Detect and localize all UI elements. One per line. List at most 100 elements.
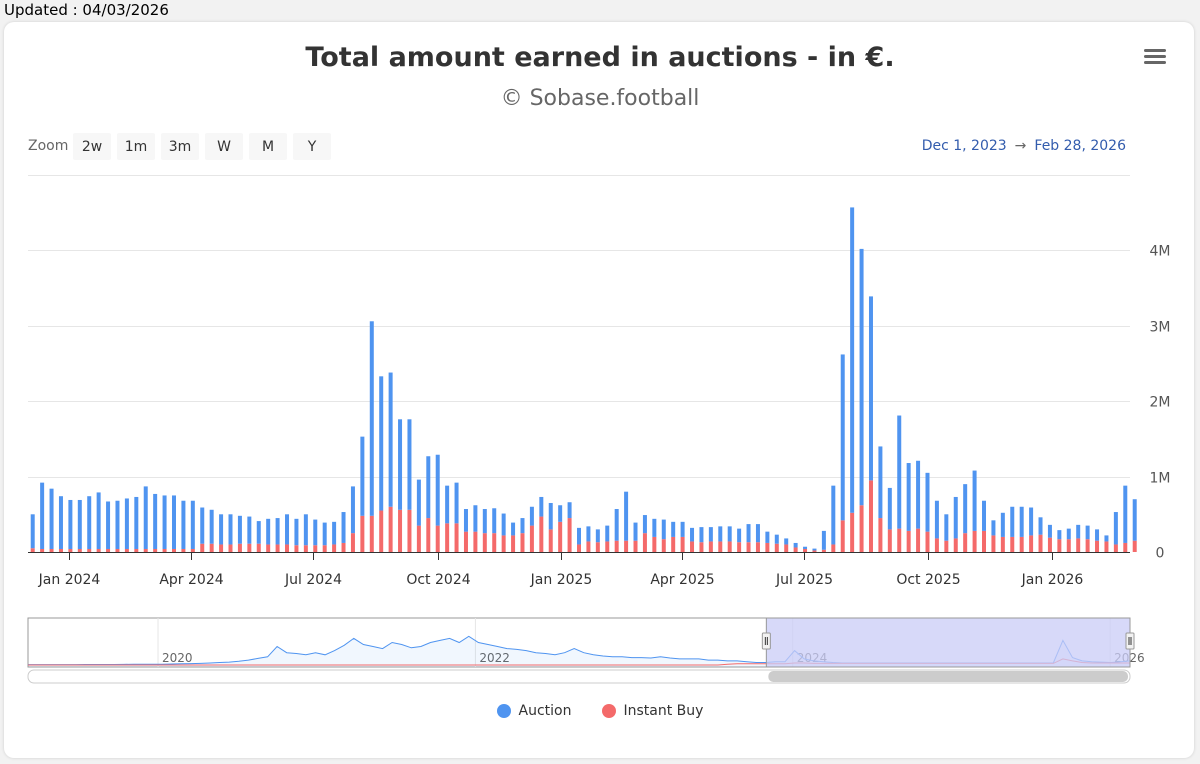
bar-instant-buy xyxy=(906,530,911,552)
bar-instant-buy xyxy=(285,544,290,552)
bar-instant-buy xyxy=(661,539,666,552)
bar-instant-buy xyxy=(303,545,308,552)
bar-instant-buy xyxy=(482,533,487,552)
bar-auction xyxy=(200,507,205,544)
zoom-button-week[interactable]: W xyxy=(205,133,243,160)
bar-instant-buy xyxy=(633,540,638,552)
bar-auction xyxy=(482,509,487,534)
range-arrow: → xyxy=(1014,138,1027,154)
bar-instant-buy xyxy=(247,543,252,552)
bar-instant-buy xyxy=(774,543,779,552)
bar-auction xyxy=(350,486,355,534)
bar-auction xyxy=(190,500,195,549)
zoom-button-1m[interactable]: 1m xyxy=(117,133,155,160)
bar-auction xyxy=(369,321,374,516)
bar-auction xyxy=(765,531,770,543)
bar-auction xyxy=(821,530,826,550)
x-tick-label: Jul 2025 xyxy=(775,572,833,588)
bar-instant-buy xyxy=(614,540,619,552)
bar-instant-buy xyxy=(887,529,892,552)
bar-auction xyxy=(916,460,921,529)
y-tick-label: 0 xyxy=(1156,546,1165,562)
legend: Auction Instant Buy xyxy=(0,703,1200,719)
bar-instant-buy xyxy=(209,543,214,552)
bar-auction xyxy=(30,514,35,549)
bar-instant-buy xyxy=(1029,535,1034,552)
bar-auction xyxy=(1066,528,1071,540)
bar-auction xyxy=(897,415,902,529)
bar-auction xyxy=(859,248,864,506)
bar-auction xyxy=(906,463,911,531)
bar-auction xyxy=(944,514,949,541)
bar-auction xyxy=(1076,524,1081,539)
bar-auction xyxy=(501,513,506,536)
bar-auction xyxy=(699,527,704,543)
scrollbar-thumb[interactable] xyxy=(768,671,1128,682)
bar-instant-buy xyxy=(558,521,563,552)
range-to-date[interactable]: Feb 28, 2026 xyxy=(1034,138,1126,154)
bar-instant-buy xyxy=(850,512,855,552)
bar-auction xyxy=(1123,485,1128,543)
bar-instant-buy xyxy=(812,550,817,552)
bar-auction xyxy=(746,524,751,543)
zoom-button-year[interactable]: Y xyxy=(293,133,331,160)
bar-auction xyxy=(878,446,883,519)
bar-auction xyxy=(586,526,591,542)
legend-item-instant-buy[interactable]: Instant Buy xyxy=(601,703,703,719)
y-tick-label: 3M xyxy=(1150,320,1171,336)
legend-item-auction[interactable]: Auction xyxy=(496,703,572,719)
bar-instant-buy xyxy=(1038,534,1043,552)
navigator-year-label: 2022 xyxy=(479,651,510,665)
hamburger-menu-icon[interactable] xyxy=(1140,46,1170,70)
zoom-button-2w[interactable]: 2w xyxy=(73,133,111,160)
navigator-right-handle[interactable] xyxy=(1125,632,1135,650)
bar-instant-buy xyxy=(1010,536,1015,552)
bar-instant-buy xyxy=(294,545,299,552)
bar-instant-buy xyxy=(595,542,600,552)
x-tick-label: Oct 2025 xyxy=(896,572,960,588)
bar-auction xyxy=(755,524,760,543)
bar-instant-buy xyxy=(1123,542,1128,552)
bar-instant-buy xyxy=(784,544,789,552)
bar-auction xyxy=(1038,517,1043,535)
bar-instant-buy xyxy=(454,523,459,552)
y-tick-label: 4M xyxy=(1150,244,1171,260)
range-from-date[interactable]: Dec 1, 2023 xyxy=(921,138,1007,154)
bar-auction xyxy=(812,548,817,551)
bar-auction xyxy=(633,522,638,541)
bar-instant-buy xyxy=(520,533,525,552)
bar-instant-buy xyxy=(953,538,958,552)
bar-instant-buy xyxy=(332,544,337,552)
x-tick-label: Jan 2025 xyxy=(530,572,593,588)
bar-instant-buy xyxy=(416,525,421,552)
bar-auction xyxy=(1085,525,1090,540)
bar-auction xyxy=(982,500,987,531)
bar-auction xyxy=(887,487,892,530)
bar-instant-buy xyxy=(925,531,930,552)
bar-auction xyxy=(303,514,308,546)
bar-auction xyxy=(680,521,685,537)
bar-instant-buy xyxy=(1000,536,1005,552)
bar-instant-buy xyxy=(143,548,148,552)
bar-instant-buy xyxy=(473,531,478,552)
x-tick-label: Jan 2026 xyxy=(1021,572,1084,588)
bar-instant-buy xyxy=(803,548,808,552)
zoom-label: Zoom xyxy=(28,138,69,154)
bar-auction xyxy=(595,529,600,543)
zoom-button-3m[interactable]: 3m xyxy=(161,133,199,160)
bar-instant-buy xyxy=(934,538,939,552)
bar-instant-buy xyxy=(765,542,770,552)
bar-instant-buy xyxy=(972,530,977,552)
navigator-left-handle[interactable] xyxy=(761,632,771,650)
bar-instant-buy xyxy=(755,542,760,552)
bar-auction xyxy=(426,456,431,519)
bar-auction xyxy=(642,515,647,534)
bar-auction xyxy=(162,495,167,549)
zoom-button-month[interactable]: M xyxy=(249,133,287,160)
bar-instant-buy xyxy=(991,535,996,552)
bar-auction xyxy=(718,526,723,542)
bar-instant-buy xyxy=(1113,544,1118,552)
bar-auction xyxy=(313,519,318,546)
bar-auction xyxy=(492,508,497,534)
bar-auction xyxy=(727,526,732,542)
